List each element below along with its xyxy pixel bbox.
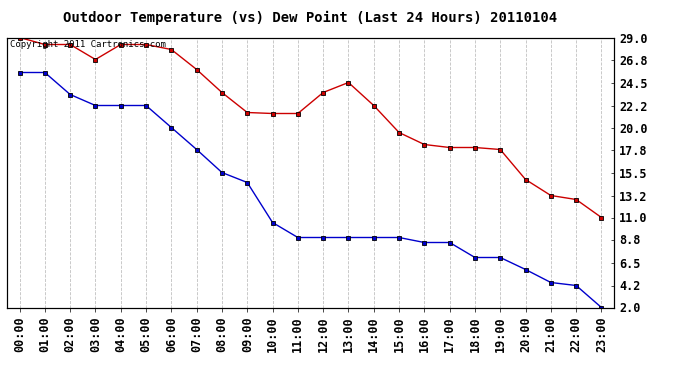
Text: Copyright 2011 Cartronics.com: Copyright 2011 Cartronics.com bbox=[10, 40, 166, 49]
Text: Outdoor Temperature (vs) Dew Point (Last 24 Hours) 20110104: Outdoor Temperature (vs) Dew Point (Last… bbox=[63, 11, 558, 26]
